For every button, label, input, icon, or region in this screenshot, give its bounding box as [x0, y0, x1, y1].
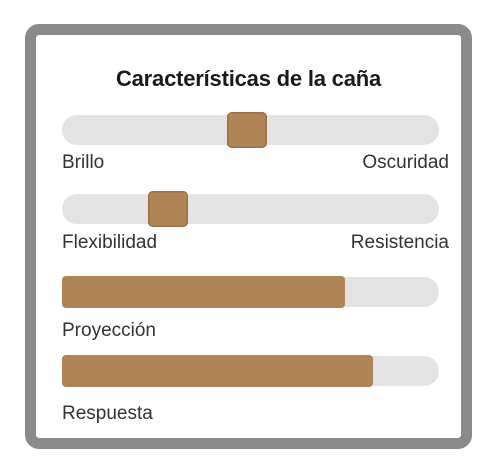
brightness-slider-track[interactable] — [62, 112, 439, 148]
response-bar-track — [62, 355, 439, 387]
flexibility-left-label: Flexibilidad — [62, 232, 158, 253]
projection-bar-fill — [62, 276, 345, 308]
flexibility-slider-thumb[interactable] — [147, 191, 188, 227]
response-bar-fill — [62, 355, 374, 387]
projection-label: Proyección — [62, 320, 156, 341]
brightness-slider-thumb[interactable] — [226, 112, 267, 148]
brightness-left-label: Brillo — [62, 152, 105, 173]
projection-bar-track — [62, 276, 439, 308]
response-label: Respuesta — [62, 403, 153, 424]
flexibility-slider-track[interactable] — [62, 191, 439, 227]
characteristics-panel: Características de la caña Brillo Oscuri… — [25, 24, 472, 449]
panel-title: Características de la caña — [115, 66, 382, 91]
brightness-right-label: Oscuridad — [362, 152, 449, 173]
flexibility-right-label: Resistencia — [350, 232, 449, 253]
